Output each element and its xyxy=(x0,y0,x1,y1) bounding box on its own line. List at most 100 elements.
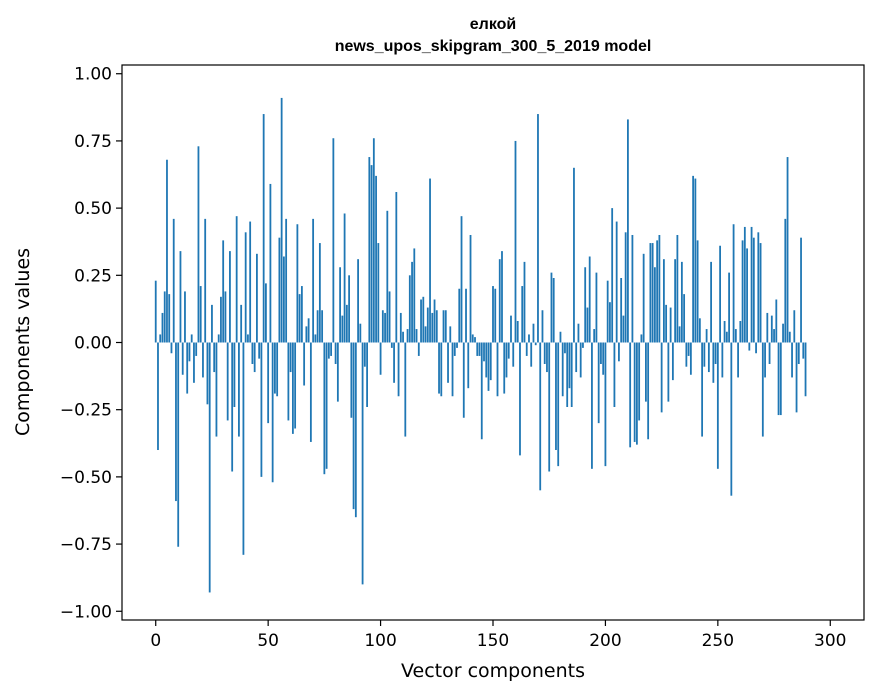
bar xyxy=(368,157,371,343)
bar xyxy=(602,342,605,375)
bar xyxy=(734,329,737,343)
y-tick-label: 0.50 xyxy=(74,199,112,219)
x-tick-label: 0 xyxy=(150,631,161,651)
bar xyxy=(550,272,553,343)
y-tick-label: −1.00 xyxy=(60,602,112,622)
bar xyxy=(618,342,620,362)
bar xyxy=(168,294,171,343)
bar xyxy=(361,342,364,585)
bar xyxy=(415,329,418,343)
bar xyxy=(469,234,472,343)
bar xyxy=(449,326,452,343)
bar xyxy=(579,342,582,378)
bar xyxy=(631,234,634,343)
bar xyxy=(253,342,256,373)
bar xyxy=(559,331,562,343)
bar xyxy=(240,304,243,343)
bar xyxy=(620,278,623,343)
bar xyxy=(309,342,312,442)
bar xyxy=(393,342,395,383)
bar xyxy=(296,224,299,343)
bar xyxy=(779,342,782,416)
plot-frame xyxy=(121,64,865,621)
bar xyxy=(701,342,704,437)
bar xyxy=(408,275,411,343)
bar xyxy=(213,342,216,373)
bar xyxy=(354,342,357,518)
bar xyxy=(431,312,434,343)
bar xyxy=(694,178,697,343)
bar xyxy=(444,310,447,343)
bar xyxy=(188,342,191,362)
bar xyxy=(777,342,780,416)
bar xyxy=(622,315,625,343)
bar xyxy=(220,296,222,343)
bar xyxy=(757,232,760,343)
bar xyxy=(492,286,494,343)
bar xyxy=(256,253,258,343)
bar xyxy=(193,342,195,383)
bar xyxy=(474,337,476,343)
bar xyxy=(698,318,701,343)
bar xyxy=(289,342,292,373)
bar xyxy=(707,342,710,373)
bar xyxy=(710,261,712,343)
bar xyxy=(471,334,474,343)
bar xyxy=(195,342,198,356)
bar xyxy=(411,261,413,343)
bar xyxy=(251,342,254,364)
bar xyxy=(384,312,386,343)
x-tick-label: 150 xyxy=(477,631,509,651)
bar xyxy=(775,299,778,343)
bar xyxy=(741,240,744,343)
bar xyxy=(417,342,420,356)
chart-title-line1: елкой xyxy=(470,16,516,33)
bar xyxy=(372,138,375,343)
bar xyxy=(606,280,609,343)
bar xyxy=(671,342,674,381)
bar xyxy=(161,312,164,343)
bar xyxy=(285,218,288,343)
x-axis-ticks: 0 50 100 150 200 250 300 xyxy=(150,620,846,651)
bar xyxy=(800,237,802,343)
bar xyxy=(609,302,611,343)
bar xyxy=(541,310,544,343)
bar xyxy=(424,326,427,343)
bar xyxy=(748,342,751,351)
bar xyxy=(332,138,335,343)
bar xyxy=(278,237,281,343)
bar xyxy=(501,251,503,343)
bar xyxy=(645,342,647,402)
bar xyxy=(737,342,739,378)
bar xyxy=(696,240,699,343)
y-tick-label: 0.25 xyxy=(74,266,112,286)
bar xyxy=(312,218,315,343)
bar xyxy=(786,157,789,343)
bar xyxy=(638,342,641,421)
bar xyxy=(453,342,456,356)
bar xyxy=(375,175,377,343)
bar xyxy=(381,310,384,343)
bar xyxy=(341,315,344,343)
bar xyxy=(534,342,537,346)
x-tick-label: 100 xyxy=(364,631,396,651)
bar xyxy=(584,267,587,343)
y-tick-label: −0.75 xyxy=(60,535,112,555)
bar xyxy=(179,251,182,343)
bar xyxy=(262,114,265,343)
bar xyxy=(163,291,166,343)
bar xyxy=(238,342,240,437)
bar xyxy=(199,286,202,343)
bar xyxy=(510,315,512,343)
bar xyxy=(784,218,787,343)
bar xyxy=(674,259,677,343)
bar xyxy=(170,342,173,354)
bar xyxy=(487,342,490,391)
bar xyxy=(465,288,467,343)
bar xyxy=(613,342,616,407)
bar xyxy=(795,342,798,413)
bar xyxy=(640,334,643,343)
bar xyxy=(573,167,575,343)
bar xyxy=(377,243,380,343)
